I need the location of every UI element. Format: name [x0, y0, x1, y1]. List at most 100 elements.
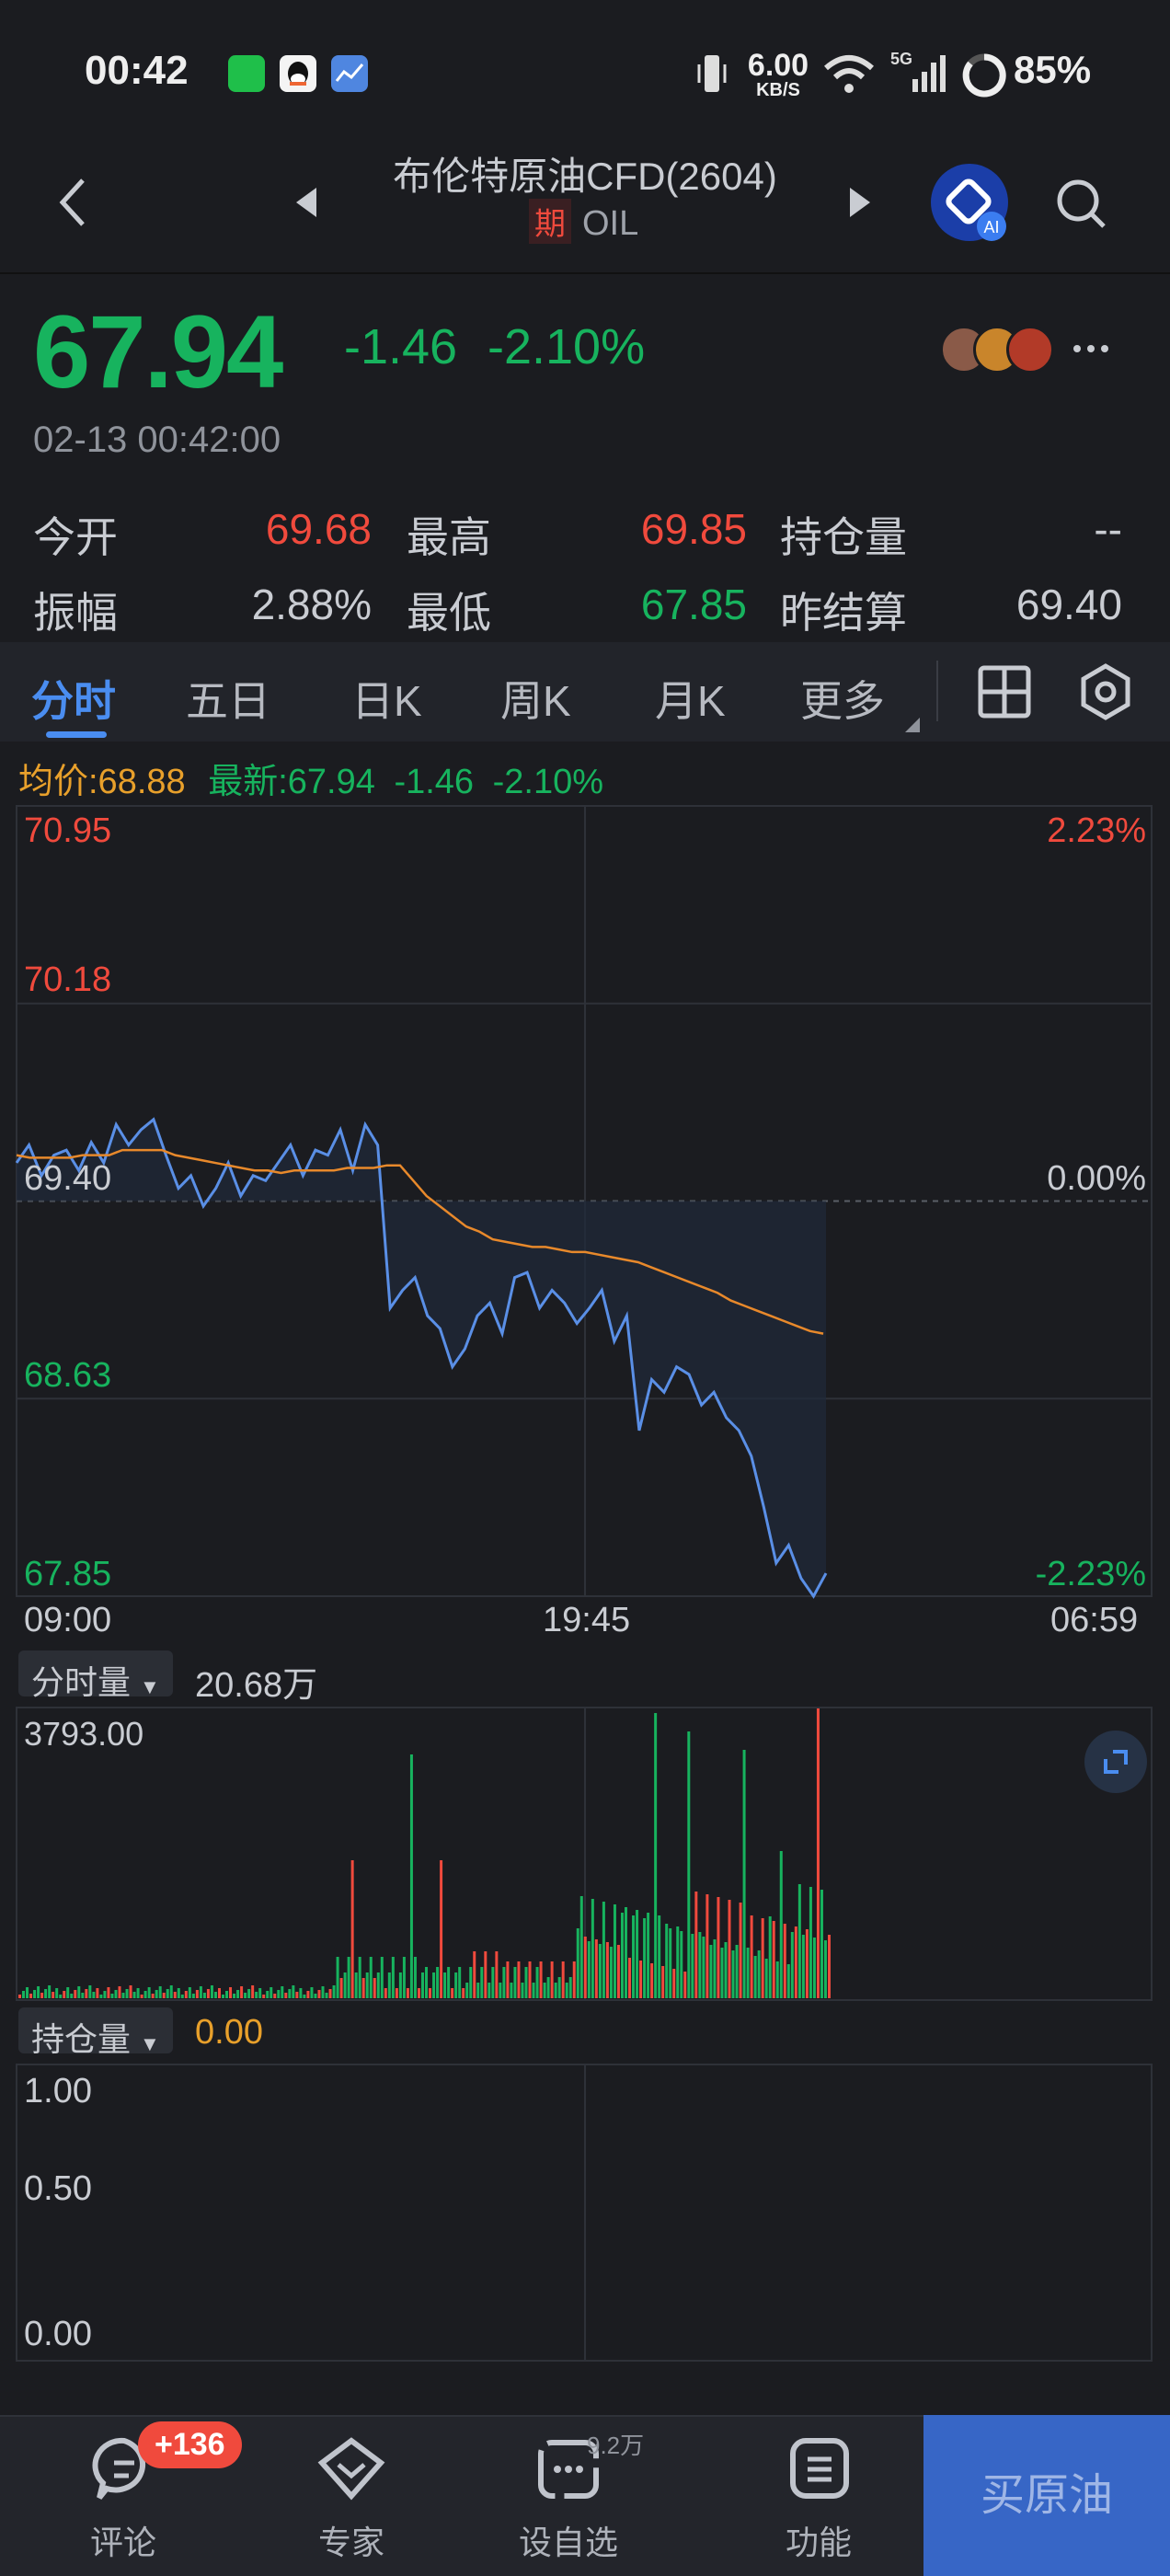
- next-contract-icon[interactable]: [846, 184, 874, 225]
- layout-grid-icon[interactable]: [977, 664, 1032, 724]
- volume-bar: [184, 1991, 188, 1998]
- volume-bar: [429, 1988, 432, 1998]
- tab-five-day[interactable]: 五日: [186, 677, 270, 725]
- volume-bar: [44, 1989, 48, 1998]
- volume-bar: [29, 1994, 33, 1998]
- volume-bar: [63, 1991, 66, 1998]
- volume-bar: [594, 1939, 598, 1998]
- tab-monthly-k[interactable]: 月K: [655, 677, 726, 725]
- volume-bar: [70, 1994, 74, 1998]
- volume-bar: [517, 1961, 521, 1998]
- intraday-chart[interactable]: [0, 791, 1170, 1619]
- volume-bar: [92, 1992, 96, 1998]
- stat-label: 最高: [407, 513, 491, 561]
- volume-bar: [546, 1977, 550, 1998]
- volume-bar: [409, 1754, 413, 1998]
- volume-bar: [650, 1963, 654, 1998]
- avg-price-label: 均价:68.88: [18, 763, 186, 801]
- open-interest-chart[interactable]: [0, 2061, 1170, 2364]
- search-icon[interactable]: [1054, 177, 1109, 236]
- volume-bar: [506, 1961, 510, 1998]
- volume-chart[interactable]: [0, 1704, 1170, 2004]
- volume-bar: [658, 1915, 661, 1998]
- volume-bar: [816, 1708, 820, 1998]
- volume-bar: [513, 1967, 517, 1998]
- volume-bar: [273, 1994, 277, 1998]
- volume-bar: [310, 1987, 314, 1998]
- settings-icon[interactable]: [1076, 662, 1135, 726]
- volume-bar: [786, 1964, 790, 1998]
- more-icon[interactable]: [1072, 342, 1109, 360]
- volume-bar: [206, 1989, 210, 1998]
- volume-bar: [709, 1945, 713, 1998]
- volume-bar: [166, 1989, 169, 1998]
- volume-bar: [772, 1921, 775, 1998]
- volume-bar: [202, 1993, 206, 1998]
- avg-price-line: [16, 1148, 824, 1335]
- nav-expert[interactable]: 专家: [269, 2415, 434, 2576]
- tab-intraday[interactable]: 分时: [31, 677, 116, 725]
- watch-count: 9.2万: [587, 2432, 645, 2459]
- volume-bar: [797, 1884, 801, 1998]
- volume-bar: [195, 1990, 199, 1998]
- volume-bar: [761, 1918, 764, 1998]
- nav-functions[interactable]: 功能: [736, 2415, 901, 2576]
- volume-bar: [284, 1993, 288, 1998]
- volume-selector[interactable]: 分时量 ▼: [18, 1650, 173, 1701]
- tab-daily-k[interactable]: 日K: [351, 677, 422, 725]
- nav-watchlist[interactable]: 设自选: [486, 2415, 651, 2576]
- volume-bar: [724, 1942, 728, 1998]
- volume-bar: [742, 1750, 746, 1998]
- volume-bar: [40, 1993, 44, 1998]
- volume-bar: [136, 1988, 140, 1998]
- volume-bar: [306, 1991, 310, 1998]
- volume-bar: [713, 1939, 717, 1998]
- volume-bar: [299, 1988, 303, 1998]
- volume-bar: [88, 1985, 92, 1998]
- ai-assistant-icon[interactable]: AI: [929, 162, 1012, 249]
- tab-more[interactable]: 更多: [800, 677, 885, 725]
- x-tick-label: 09:00: [24, 1601, 112, 1639]
- avatar[interactable]: [1006, 326, 1054, 374]
- signal-type: 5G: [890, 50, 913, 68]
- open-interest-selector[interactable]: 持仓量 ▼: [18, 2007, 173, 2058]
- volume-bar: [598, 1944, 602, 1998]
- volume-bar: [425, 1967, 429, 1998]
- comment-badge: +136: [138, 2421, 242, 2468]
- volume-bar: [395, 1988, 398, 1998]
- x-tick-label: 06:59: [1050, 1601, 1139, 1639]
- volume-bar: [720, 1948, 724, 1998]
- volume-total: 20.68万: [195, 1666, 318, 1705]
- volume-bar: [281, 1986, 284, 1998]
- y-pct-label: 2.23%: [1047, 811, 1146, 850]
- volume-bar: [233, 1994, 236, 1998]
- volume-bar: [402, 1957, 406, 1998]
- expand-icon[interactable]: [1084, 1730, 1148, 1799]
- volume-bar: [591, 1899, 594, 1998]
- volume-bar: [325, 1993, 328, 1998]
- tab-weekly-k[interactable]: 周K: [500, 677, 571, 725]
- volume-bar: [750, 1915, 753, 1998]
- volume-bar: [37, 1986, 40, 1998]
- y-pct-label: 0.00%: [1047, 1159, 1146, 1198]
- prev-contract-icon[interactable]: [292, 184, 320, 225]
- back-icon[interactable]: [55, 175, 92, 235]
- volume-bar: [436, 1967, 440, 1998]
- volume-bar: [628, 1958, 632, 1998]
- battery-percent: 85%: [1014, 48, 1092, 91]
- buy-oil-button[interactable]: 买原油: [923, 2415, 1170, 2576]
- price-change: -1.46: [344, 319, 458, 374]
- volume-bar: [820, 1890, 823, 1998]
- volume-bar: [343, 1972, 347, 1998]
- volume-bar: [613, 1904, 616, 1998]
- volume-bar: [365, 1972, 369, 1998]
- volume-bar: [147, 1987, 151, 1998]
- expert-icon: [317, 2437, 385, 2501]
- status-bar: 00:42 6.00 KB/S 5G 85%: [0, 0, 1170, 138]
- volume-bar: [694, 1892, 698, 1998]
- volume-bar: [114, 1990, 118, 1998]
- volume-bar: [328, 1989, 332, 1998]
- volume-bar: [510, 1983, 513, 1998]
- volume-bar: [698, 1932, 702, 1998]
- volume-bar: [717, 1897, 720, 1998]
